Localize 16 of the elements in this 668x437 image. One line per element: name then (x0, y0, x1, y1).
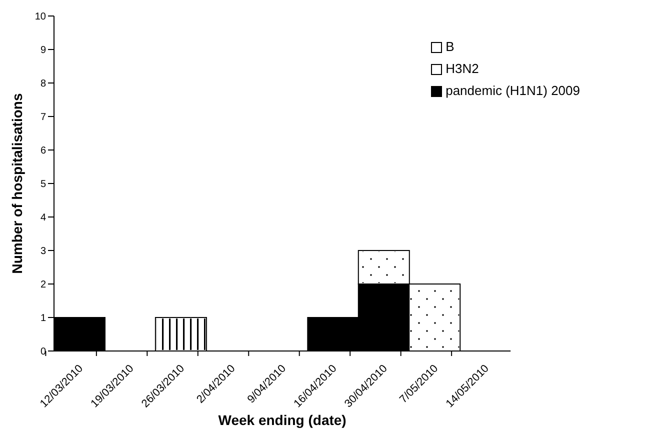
legend-label: B (446, 38, 454, 56)
y-tick-label: 8 (40, 78, 46, 90)
y-tick-label: 5 (40, 179, 46, 190)
y-tick-label: 4 (40, 212, 46, 224)
y-tick-label: 1 (40, 313, 46, 324)
legend-label: pandemic (H1N1) 2009 (446, 82, 580, 100)
y-tick-label: 7 (40, 112, 46, 124)
y-tick-label: 6 (40, 146, 46, 157)
y-tick-label: 3 (40, 246, 46, 258)
legend-label: H3N2 (446, 60, 479, 78)
x-axis-title: Week ending (date) (218, 412, 346, 428)
y-tick-label: 9 (40, 45, 46, 56)
y-tick-label: 2 (40, 280, 46, 291)
y-tick-label: 10 (34, 12, 46, 23)
y-tick-label: 0 (40, 346, 46, 358)
y-axis-title: Number of hospitalisations (9, 93, 25, 274)
